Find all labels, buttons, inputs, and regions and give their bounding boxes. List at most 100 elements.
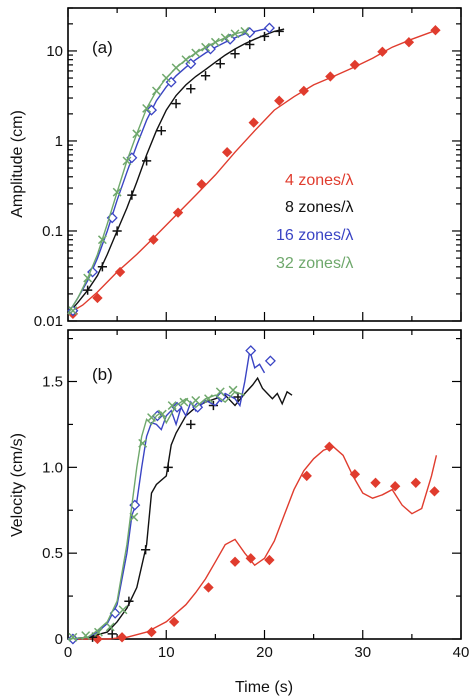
panel-a-amplitude: (a) 0.01 0.1 1 10 Amplitude (cm) 4 zones/λ … <box>9 7 462 330</box>
panel-b-marker-8-zones <box>208 400 219 411</box>
panel-a-marker-8-zones <box>142 156 152 166</box>
panel-b-marker-4-zones <box>203 582 214 593</box>
panel-b-series-16-zones <box>67 345 276 645</box>
panel-b-ticks: 0 10 20 30 40 0 0.5 1.0 1.5 <box>42 330 469 661</box>
panel-a-marker-32-zones <box>122 156 132 166</box>
panel-a-marker-32-zones <box>230 29 240 39</box>
panel-b-y-tick-label: 0 <box>55 631 63 648</box>
panel-b-marker-4-zones <box>245 553 256 564</box>
panel-a-marker-32-zones <box>161 73 171 83</box>
panel-a-marker-8-zones <box>97 262 107 272</box>
panel-b-marker-32-zones <box>179 397 189 407</box>
panel-b-marker-4-zones <box>229 556 241 567</box>
panel-a-marker-8-zones <box>112 226 122 236</box>
legend-entry-4-zones: 4 zones/λ <box>285 172 353 189</box>
panel-b-line-32-zones <box>67 390 246 640</box>
legend-entry-32-zones: 32 zones/λ <box>276 255 353 272</box>
legend-entry-16-zones: 16 zones/λ <box>276 227 353 244</box>
panel-a-marker-16-zones <box>87 266 99 278</box>
panel-a-marker-32-zones <box>220 33 230 43</box>
panel-b-y-tick-label: 1.0 <box>42 459 63 476</box>
panel-a-marker-8-zones <box>156 126 166 136</box>
panel-a-marker-4-zones <box>377 46 388 57</box>
panel-a-marker-8-zones <box>245 39 255 50</box>
panel-b-marker-8-zones <box>186 419 196 430</box>
panel-b-marker-4-zones <box>324 441 335 452</box>
panel-b-marker-8-zones <box>141 545 151 555</box>
panel-a-marker-32-zones <box>97 235 107 245</box>
panel-a-marker-4-zones <box>248 117 259 128</box>
panel-a-legend: 4 zones/λ 8 zones/λ 16 zones/λ 32 zones/… <box>276 172 353 272</box>
panel-b-marker-4-zones <box>168 616 180 627</box>
panel-a-series-32-zones <box>67 26 250 316</box>
panel-b-line-16-zones <box>67 350 266 640</box>
panel-a-marker-4-zones <box>403 37 415 48</box>
panel-a-marker-8-zones <box>171 99 181 109</box>
panel-a-ticks: 0.01 0.1 1 10 <box>34 7 462 330</box>
panel-b-marker-32-zones <box>147 413 156 422</box>
panel-b-series-4-zones <box>67 441 440 645</box>
panel-a-marker-4-zones <box>114 266 126 278</box>
panel-a-marker-32-zones <box>151 86 161 96</box>
panel-a-marker-8-zones <box>230 49 240 59</box>
panel-a-marker-8-zones <box>274 26 284 36</box>
panel-a-marker-32-zones <box>68 306 78 316</box>
panel-b-series-32-zones <box>67 385 246 642</box>
x-tick-label: 40 <box>453 644 470 661</box>
panel-a-marker-4-zones <box>274 95 285 106</box>
panel-b-x-axis-label: Time (s) <box>235 679 293 696</box>
panel-a-label: (a) <box>92 38 113 57</box>
panel-b-marker-32-zones <box>228 385 238 395</box>
panel-b-marker-4-zones <box>410 477 421 488</box>
panel-b-marker-32-zones <box>157 409 167 419</box>
panel-a-marker-4-zones <box>325 71 336 82</box>
panel-a-y-tick-label: 0.1 <box>42 223 63 240</box>
panel-a-series-8-zones <box>67 26 285 316</box>
panel-b-marker-4-zones <box>370 477 381 488</box>
panel-a-marker-32-zones <box>201 42 210 52</box>
panel-a-marker-8-zones <box>259 31 270 42</box>
panel-a-marker-4-zones <box>172 207 184 218</box>
panel-b-marker-4-zones <box>390 481 401 492</box>
panel-a-marker-4-zones <box>298 85 309 97</box>
panel-b-plot-frame <box>67 329 462 640</box>
panel-b-marker-4-zones <box>349 469 361 480</box>
panel-b-label: (b) <box>92 365 113 384</box>
panel-a-marker-4-zones <box>221 147 233 158</box>
panel-a-marker-32-zones <box>171 63 181 73</box>
panel-b-marker-32-zones <box>191 395 201 405</box>
panel-b-series-8-zones <box>67 376 293 644</box>
panel-a-plot-frame <box>67 7 462 322</box>
panel-a-marker-32-zones <box>112 187 122 197</box>
panel-a-line-8-zones <box>67 28 285 315</box>
panel-a-marker-8-zones <box>83 285 93 295</box>
panel-b-marker-8-zones <box>124 596 134 606</box>
x-tick-label: 30 <box>354 644 371 661</box>
panel-b-series <box>67 345 440 645</box>
panel-b-y-tick-label: 1.5 <box>42 374 63 391</box>
panel-b-marker-32-zones <box>138 438 148 448</box>
panel-b-marker-16-zones <box>264 355 276 367</box>
panel-a-marker-32-zones <box>181 55 191 65</box>
x-tick-label: 0 <box>64 644 72 661</box>
panel-b-marker-32-zones <box>215 387 225 397</box>
panel-b-marker-32-zones <box>129 512 139 522</box>
panel-a-y-tick-label: 1 <box>55 133 63 150</box>
panel-a-marker-8-zones <box>215 59 225 69</box>
x-tick-label: 10 <box>158 644 175 661</box>
panel-a-marker-8-zones <box>127 190 137 200</box>
panel-b-marker-8-zones <box>107 629 117 639</box>
panel-a-marker-32-zones <box>142 103 152 113</box>
panel-b-marker-16-zones <box>245 345 257 357</box>
panel-b-marker-32-zones <box>94 627 103 637</box>
panel-a-marker-16-zones <box>145 104 158 116</box>
panel-b-marker-8-zones <box>163 462 173 472</box>
panel-b-marker-32-zones <box>68 632 78 642</box>
panel-b-marker-32-zones <box>204 394 213 404</box>
panel-b-marker-32-zones <box>118 605 128 615</box>
panel-a-series <box>67 22 441 320</box>
panel-b-marker-4-zones <box>429 486 440 497</box>
panel-a-marker-32-zones <box>132 129 142 139</box>
